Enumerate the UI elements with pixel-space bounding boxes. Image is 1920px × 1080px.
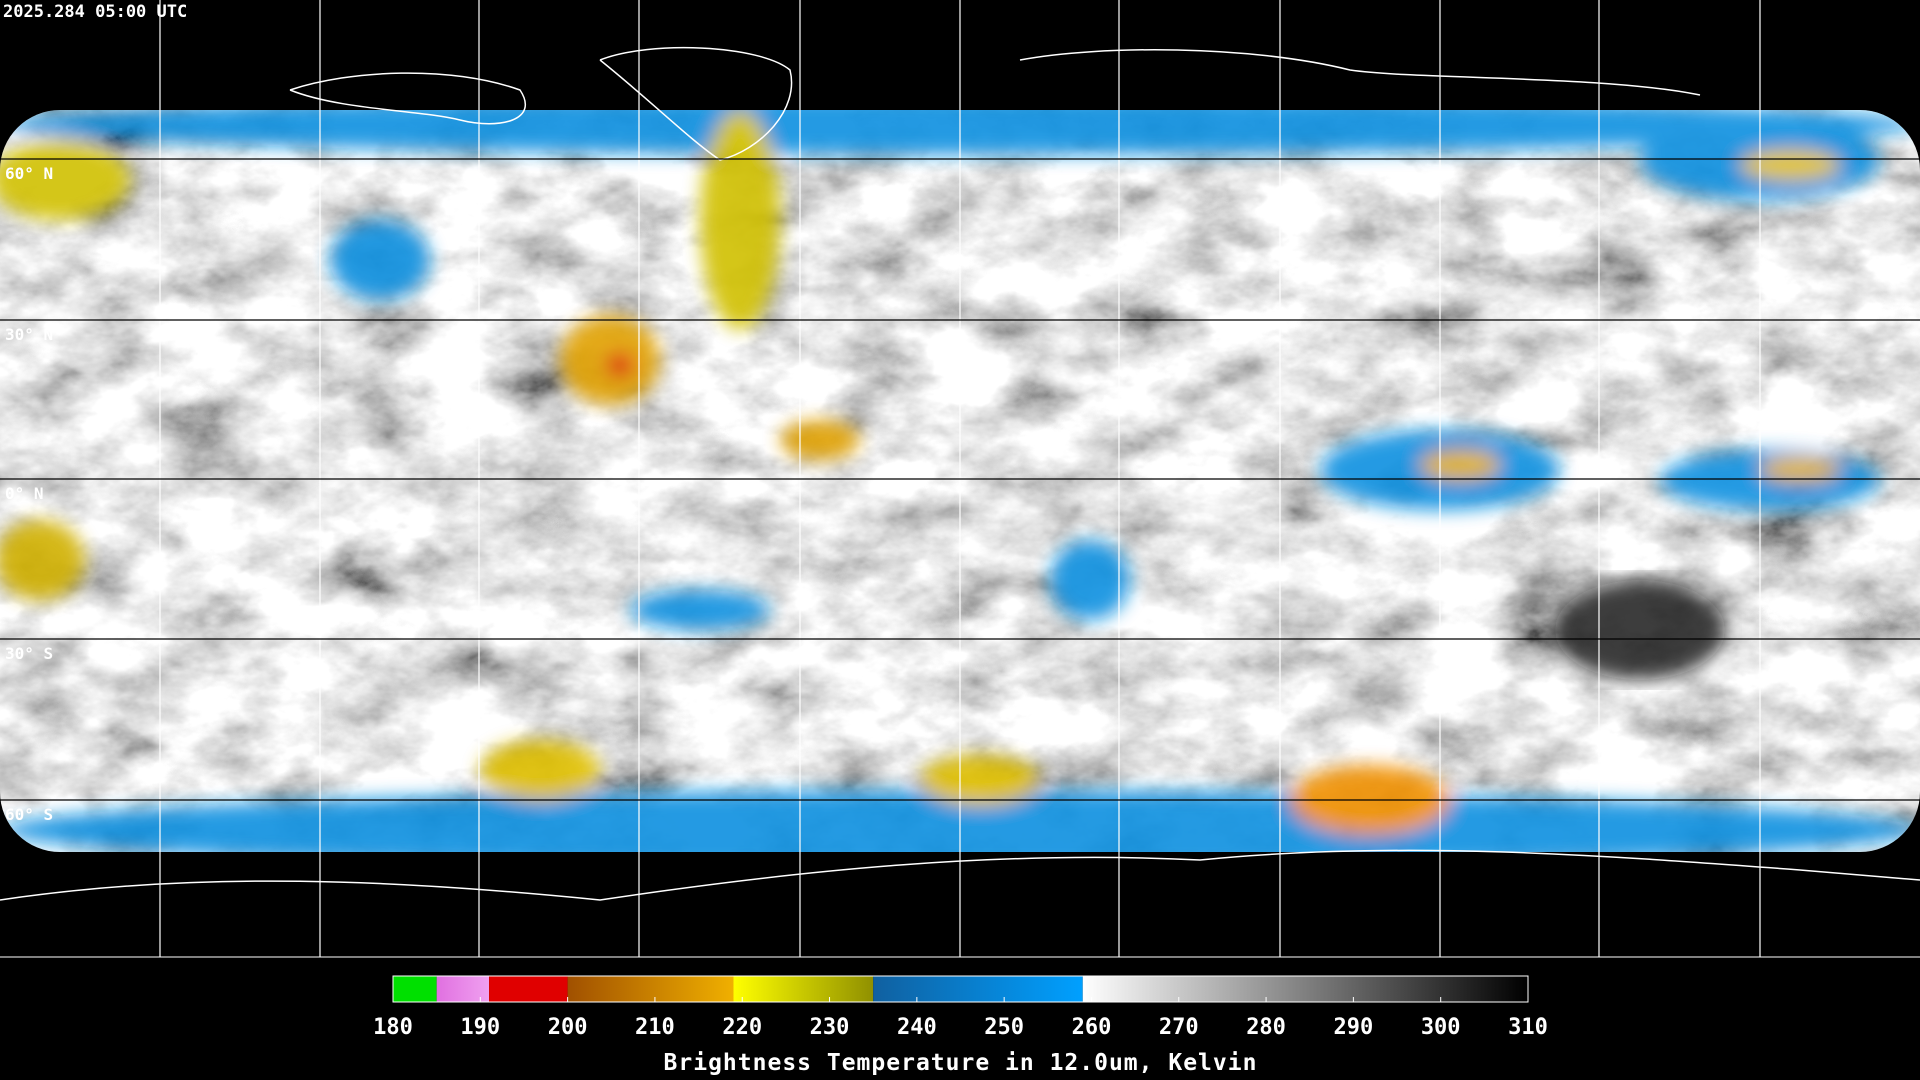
colorbar-tick-label: 290	[1334, 1015, 1374, 1040]
colorbar-segment	[873, 976, 1083, 1002]
lat-label: 30° N	[5, 325, 53, 344]
lat-label: 60° S	[5, 805, 53, 824]
lat-label: 30° S	[5, 644, 53, 663]
colorbar-title: Brightness Temperature in 12.0um, Kelvin	[664, 1050, 1258, 1076]
coastlines	[0, 46, 1920, 901]
colorbar-tick-label: 200	[548, 1015, 588, 1040]
colorbar-segment	[489, 976, 568, 1002]
colorbar-tick-label: 270	[1159, 1015, 1199, 1040]
colorbar-segment	[567, 976, 734, 1002]
colorbar-tick-label: 230	[810, 1015, 850, 1040]
colorbar-tick-label: 260	[1072, 1015, 1112, 1040]
colorbar-tick-label: 250	[984, 1015, 1024, 1040]
colorbar-segment	[1082, 976, 1528, 1002]
latitude-lines	[0, 158, 1920, 801]
colorbar-segment	[733, 976, 874, 1002]
colorbar-frame	[392, 975, 1529, 1003]
colorbar-tick-label: 300	[1421, 1015, 1461, 1040]
lat-label: 0° N	[5, 484, 44, 503]
dry-region	[1555, 580, 1725, 680]
colorbar-segment	[436, 976, 490, 1002]
colorbar-segment	[393, 976, 437, 1002]
colorbar-tick-label: 190	[460, 1015, 500, 1040]
colorbar-tick-label: 280	[1246, 1015, 1286, 1040]
colorbar-tick-label: 240	[897, 1015, 937, 1040]
colorbar-tick-label: 220	[722, 1015, 762, 1040]
colorbar-tick-label: 180	[373, 1015, 413, 1040]
lat-label: 60° N	[5, 164, 53, 183]
colorbar-tick-label: 210	[635, 1015, 675, 1040]
colorbar-tick-label: 310	[1508, 1015, 1548, 1040]
timestamp: 2025.284 05:00 UTC	[3, 2, 187, 22]
